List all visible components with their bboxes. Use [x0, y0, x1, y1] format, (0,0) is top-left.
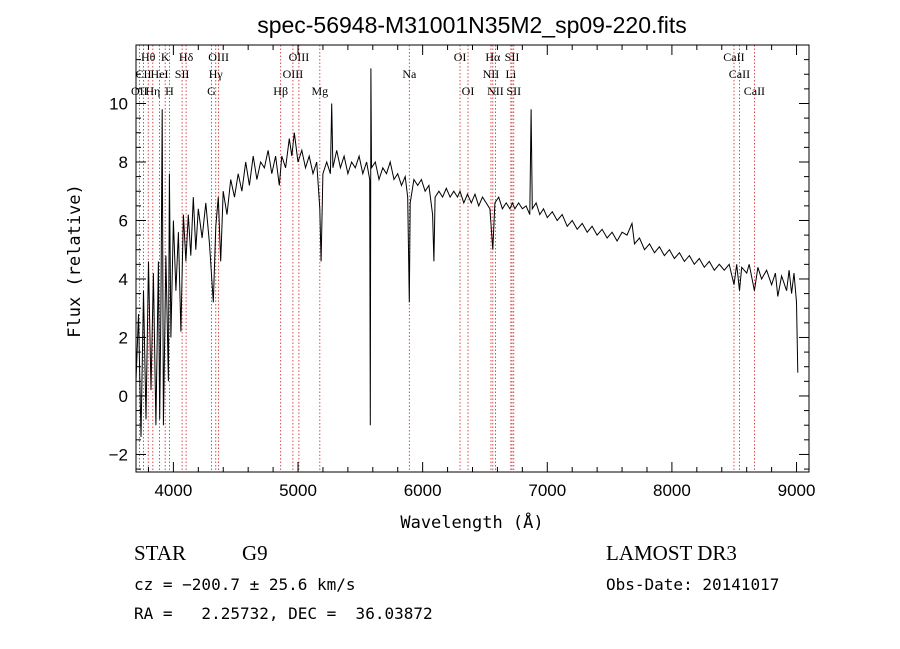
line-label: OI	[454, 50, 467, 64]
observation-date: Obs-Date: 20141017	[606, 575, 779, 594]
line-label: CaII	[723, 50, 744, 64]
x-tick-label: 5000	[279, 481, 317, 500]
line-label: Li	[506, 67, 517, 81]
x-tick-label: 9000	[778, 481, 816, 500]
line-label: Hα	[485, 50, 501, 64]
plot-frame	[135, 44, 810, 473]
x-axis-ticks: 4000 5000 6000 7000 8000 9000	[147, 45, 816, 500]
line-label: Hδ	[179, 50, 194, 64]
line-label: CII	[135, 67, 151, 81]
object-class: STAR	[134, 541, 186, 565]
survey-name: LAMOST DR3	[606, 541, 737, 565]
line-label: OIII	[208, 50, 229, 64]
line-label: CaII	[729, 67, 750, 81]
y-tick-label: 6	[119, 211, 128, 230]
line-label: OII	[131, 84, 148, 98]
line-label: SII	[175, 67, 190, 81]
line-label: H	[165, 84, 174, 98]
line-label: Hη	[145, 84, 160, 98]
line-label: Hγ	[209, 67, 224, 81]
line-label: Mg	[311, 84, 328, 98]
y-tick-label: 4	[119, 270, 128, 289]
line-label: SII	[506, 84, 521, 98]
y-tick-label: 2	[119, 328, 128, 347]
line-label: Hθ	[141, 50, 156, 64]
spectrum-line	[135, 68, 799, 437]
x-axis-label: Wavelength (Å)	[400, 511, 543, 533]
y-axis-label: Flux (relative)	[65, 184, 85, 338]
y-tick-label: 8	[119, 153, 128, 172]
line-label: K	[161, 50, 170, 64]
line-label: CaII	[744, 84, 765, 98]
line-label: NII	[483, 67, 500, 81]
y-tick-label: 0	[119, 387, 128, 406]
line-label: SII	[505, 50, 520, 64]
line-label: OIII	[289, 50, 310, 64]
x-tick-label: 7000	[528, 481, 566, 500]
coordinates: RA = 2.25732, DEC = 36.03872	[134, 604, 433, 623]
object-subclass: G9	[242, 541, 268, 565]
line-label: NII	[487, 84, 504, 98]
line-label: G	[207, 84, 216, 98]
chart-title: spec-56948-M31001N35M2_sp09-220.fits	[257, 12, 687, 38]
y-tick-label: 10	[109, 94, 128, 113]
x-tick-label: 8000	[653, 481, 691, 500]
line-label: Hβ	[273, 84, 288, 98]
line-label: HeI	[151, 67, 169, 81]
y-tick-label: −2	[109, 445, 128, 464]
x-tick-label: 6000	[404, 481, 442, 500]
line-label: OI	[462, 84, 475, 98]
emission-line-labels: Hθ K Hδ OIII OIII OI Hα SII CaII CII HeI SII Hγ OIII N…	[131, 50, 765, 98]
y-axis-ticks: −2 0 2 4 6 8 10	[109, 59, 809, 470]
emission-line-markers	[138, 45, 755, 472]
redshift-value: cz = −200.7 ± 25.6 km/s	[134, 575, 356, 594]
line-label: Na	[402, 67, 417, 81]
x-tick-label: 4000	[154, 481, 192, 500]
line-label: OIII	[283, 67, 304, 81]
